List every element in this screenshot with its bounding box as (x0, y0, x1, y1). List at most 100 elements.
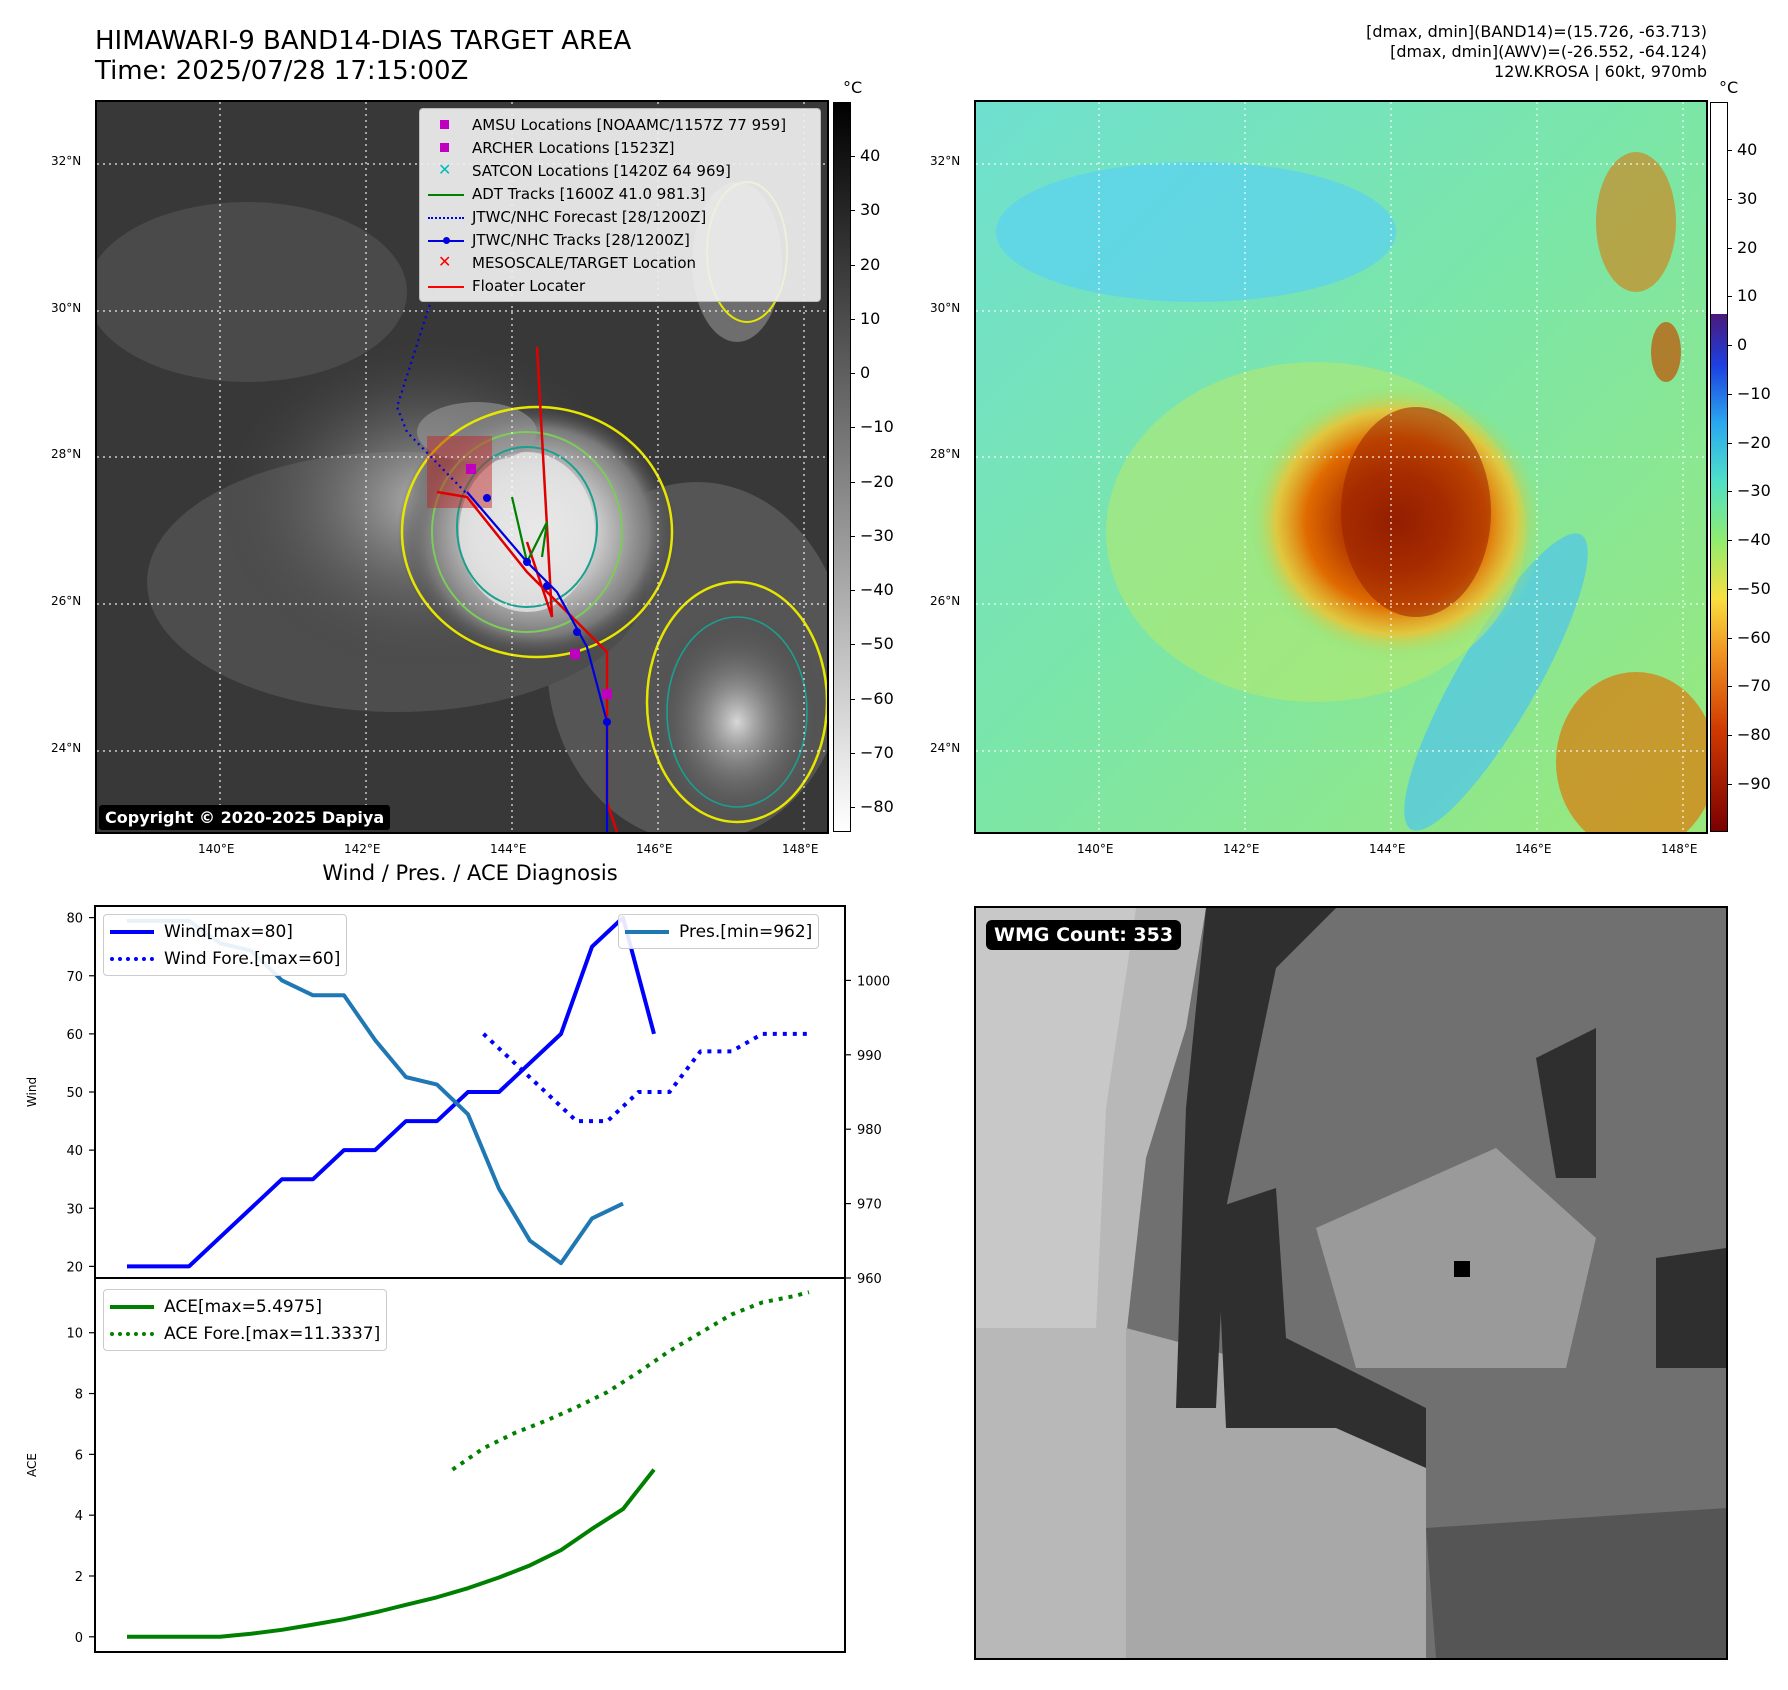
ace-series-line (127, 1468, 656, 1639)
legend-label: Wind Fore.[max=60] (164, 948, 341, 969)
info-line2: [dmax, dmin](AWV)=(-26.552, -64.124) (1390, 42, 1707, 61)
colorbar-tick-label: −40 (1737, 530, 1771, 550)
colorbar-tick-label: −80 (1737, 725, 1771, 745)
colorbar-tick-mark (1727, 540, 1732, 542)
legend-label: ACE[max=5.4975] (164, 1296, 322, 1317)
ace-ytick-label: 6 (75, 1448, 83, 1463)
colorbar-tick-label: 20 (1737, 237, 1758, 257)
colorbar-tick-label: −20 (860, 471, 894, 491)
colorbar-tick-mark (850, 698, 855, 700)
ir-legend-label: ADT Tracks [1600Z 41.0 981.3] (472, 184, 706, 203)
colorbar-tick-mark (1727, 442, 1732, 444)
legend-symbol-square (426, 140, 466, 156)
lon-label: 144°E (1369, 842, 1406, 856)
ir-legend: AMSU Locations [NOAAMC/1157Z 77 959] ARCH… (419, 108, 821, 302)
ace-forecast-series-line (451, 1290, 810, 1472)
colorbar-tick-label: −90 (1737, 774, 1771, 793)
colorbar-tick-mark (1727, 393, 1732, 395)
lon-label: 142°E (1223, 842, 1260, 856)
storm-info: [dmax, dmin](BAND14)=(15.726, -63.713) [… (1366, 22, 1707, 82)
colorbar-tick-mark (850, 590, 855, 591)
colorbar-tick-mark (850, 535, 855, 537)
legend-symbol-line (426, 278, 466, 294)
legend-symbol-x: ✕ (438, 159, 452, 179)
ir-satellite-panel[interactable]: AMSU Locations [NOAAMC/1157Z 77 959] ARCH… (95, 100, 829, 834)
ace-ytick-label: 0 (75, 1631, 83, 1646)
lat-label: 24°N (51, 741, 82, 755)
colorbar-tick-mark (850, 644, 855, 646)
pressure-ytick-label: 1000 (857, 974, 890, 989)
legend-symbol-line (426, 186, 466, 202)
colorbar-tick-label: 10 (1737, 286, 1758, 306)
colorbar-tick-mark (850, 807, 855, 808)
ace-axes-frame (94, 1277, 846, 1653)
pressure-ytick-label: 990 (857, 1049, 882, 1064)
figure-title: HIMAWARI-9 BAND14-DIAS TARGET AREA Time:… (95, 26, 631, 86)
ace-legend: ACE[max=5.4975] ACE Fore.[max=11.3337] (103, 1289, 388, 1351)
colorbar-tick-label: −40 (860, 580, 894, 599)
awv-satellite-panel[interactable] (974, 100, 1708, 834)
colorbar-tick-mark (850, 373, 855, 374)
info-line1: [dmax, dmin](BAND14)=(15.726, -63.713) (1366, 22, 1707, 41)
colorbar-tick-label: −70 (1737, 676, 1771, 696)
wind-series-line (127, 915, 656, 1269)
colorbar-tick-label: −60 (860, 688, 894, 708)
lat-label: 32°N (51, 154, 82, 168)
wind-axis-label: Wind (25, 1077, 39, 1107)
ir-legend-label: MESOSCALE/TARGET Location (472, 253, 697, 272)
awv-colorbar-unit: °C (1719, 78, 1739, 97)
colorbar-tick-mark (850, 264, 855, 266)
lat-label: 30°N (51, 301, 82, 315)
wind-ytick-label: 20 (66, 1260, 83, 1275)
pressure-legend: Pres.[min=962] (618, 914, 820, 949)
pressure-ytick-label: 970 (857, 1198, 882, 1213)
lon-label: 140°E (1077, 842, 1114, 856)
lon-label: 148°E (782, 842, 819, 856)
ir-legend-label: ARCHER Locations [1523Z] (472, 138, 675, 157)
colorbar-tick-mark (1727, 198, 1732, 200)
legend-swatch (110, 956, 154, 961)
legend-label: Wind[max=80] (164, 921, 293, 942)
legend-entry: Wind Fore.[max=60] (110, 945, 340, 972)
colorbar-tick-label: −80 (860, 797, 894, 816)
colorbar-tick-label: −50 (1737, 578, 1771, 598)
colorbar-tick-mark (1727, 784, 1732, 785)
diag-chart-title: Wind / Pres. / ACE Diagnosis (322, 861, 618, 885)
title-line2: Time: 2025/07/28 17:15:00Z (95, 56, 469, 86)
wmg-count-label: WMG Count: 353 (986, 920, 1182, 950)
lat-label: 26°N (51, 594, 82, 608)
colorbar-tick-label: 30 (1737, 188, 1758, 208)
ir-legend-label: Floater Locater (472, 276, 586, 295)
lon-label: 146°E (1515, 842, 1552, 856)
ace-ytick-label: 2 (75, 1570, 83, 1585)
lat-label: 28°N (930, 447, 961, 461)
info-line3: 12W.KROSA | 60kt, 970mb (1494, 62, 1707, 81)
awv-image (976, 102, 1706, 832)
lat-label: 26°N (930, 594, 961, 608)
ir-legend-item: AMSU Locations [NOAAMC/1157Z 77 959] (426, 113, 814, 136)
lon-label: 146°E (636, 842, 673, 856)
ir-legend-item: ADT Tracks [1600Z 41.0 981.3] (426, 182, 814, 205)
pressure-ytick-label: 960 (857, 1272, 882, 1287)
colorbar-tick-mark (1727, 686, 1732, 688)
legend-symbol-x: ✕ (438, 251, 452, 271)
legend-entry: ACE[max=5.4975] (110, 1293, 380, 1320)
ir-legend-item: JTWC/NHC Tracks [28/1200Z] (426, 228, 814, 251)
wmg-image (976, 908, 1726, 1658)
legend-entry: Pres.[min=962] (625, 918, 812, 945)
wind-forecast-series-line (482, 1031, 809, 1124)
colorbar-tick-label: 10 (860, 308, 881, 328)
legend-swatch (110, 1304, 154, 1309)
ace-axis-label: ACE (25, 1453, 39, 1477)
lon-label: 144°E (490, 842, 527, 856)
lat-label: 28°N (51, 447, 82, 461)
colorbar-tick-label: −60 (1737, 627, 1771, 647)
colorbar-tick-label: 30 (860, 200, 881, 220)
ir-legend-item: ARCHER Locations [1523Z] (426, 136, 814, 159)
colorbar-tick-mark (850, 481, 855, 483)
legend-swatch (625, 929, 669, 934)
title-line1: HIMAWARI-9 BAND14-DIAS TARGET AREA (95, 26, 632, 56)
wmg-panel[interactable]: WMG Count: 353 (974, 906, 1728, 1660)
ace-ytick-label: 4 (75, 1509, 83, 1524)
legend-symbol-dotted (426, 209, 466, 225)
